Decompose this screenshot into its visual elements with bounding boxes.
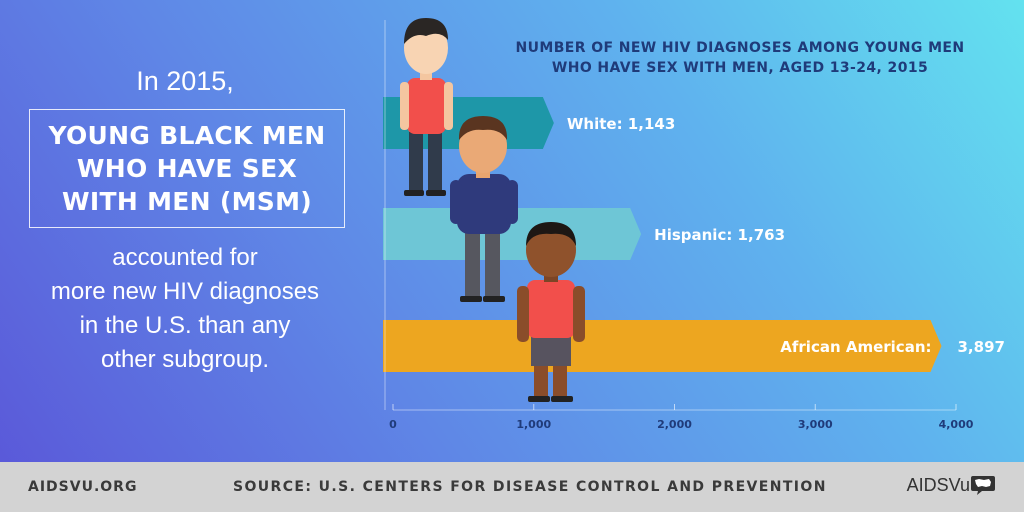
x-tick-label: 0 [389,418,397,431]
callout-text: YOUNG BLACK MEN WHO HAVE SEX WITH MEN (M… [48,119,325,218]
x-tick-label: 4,000 [939,418,974,431]
chart-title: NUMBER OF NEW HIV DIAGNOSES AMONG YOUNG … [470,38,1010,78]
white-man-illustration [400,18,453,196]
x-tick-label: 3,000 [798,418,833,431]
hispanic-man-illustration [450,116,518,302]
us-map-speech-bubble-icon [971,476,995,495]
footer: AIDSVU.ORG SOURCE: U.S. CENTERS FOR DISE… [0,462,1024,512]
x-tick-label: 2,000 [657,418,692,431]
chart-title-line: NUMBER OF NEW HIV DIAGNOSES AMONG YOUNG … [515,40,965,56]
footer-source: SOURCE: U.S. CENTERS FOR DISEASE CONTROL… [233,479,827,495]
african-american-man-illustration [517,222,585,402]
aidsvu-logo: AIDSVu [907,474,996,496]
footer-site-link[interactable]: AIDSVU.ORG [28,479,138,495]
chart-title-line: WHO HAVE SEX WITH MEN, AGED 13-24, 2015 [551,60,929,76]
x-tick-label: 1,000 [516,418,551,431]
callout-line: WHO HAVE SEX [76,154,298,183]
body-line: more new HIV diagnoses [50,278,320,305]
callout-line: WITH MEN (MSM) [62,187,312,216]
callout-box: YOUNG BLACK MEN WHO HAVE SEX WITH MEN (M… [29,109,345,228]
bar-hispanic [383,208,642,260]
bar-category-label: African American: [780,338,931,356]
bar-value-label: 3,897 [958,338,1005,356]
x-axis: 0 1,000 2,000 3,000 4,000 [384,20,974,431]
logo-text: AIDSVu [906,474,970,495]
body-line: accounted for [112,244,258,271]
callout-line: YOUNG BLACK MEN [48,121,326,150]
body-line: in the U.S. than any [79,312,291,339]
people-illustrations [400,18,585,402]
body-line: other subgroup. [100,346,270,373]
chart: White: 1,143 Hispanic: 1,763 African Ameri… [383,18,1005,431]
bar-label: White: 1,143 [567,115,675,133]
intro-year: In 2015, [136,66,234,96]
bar-label: Hispanic: 1,763 [654,226,785,244]
